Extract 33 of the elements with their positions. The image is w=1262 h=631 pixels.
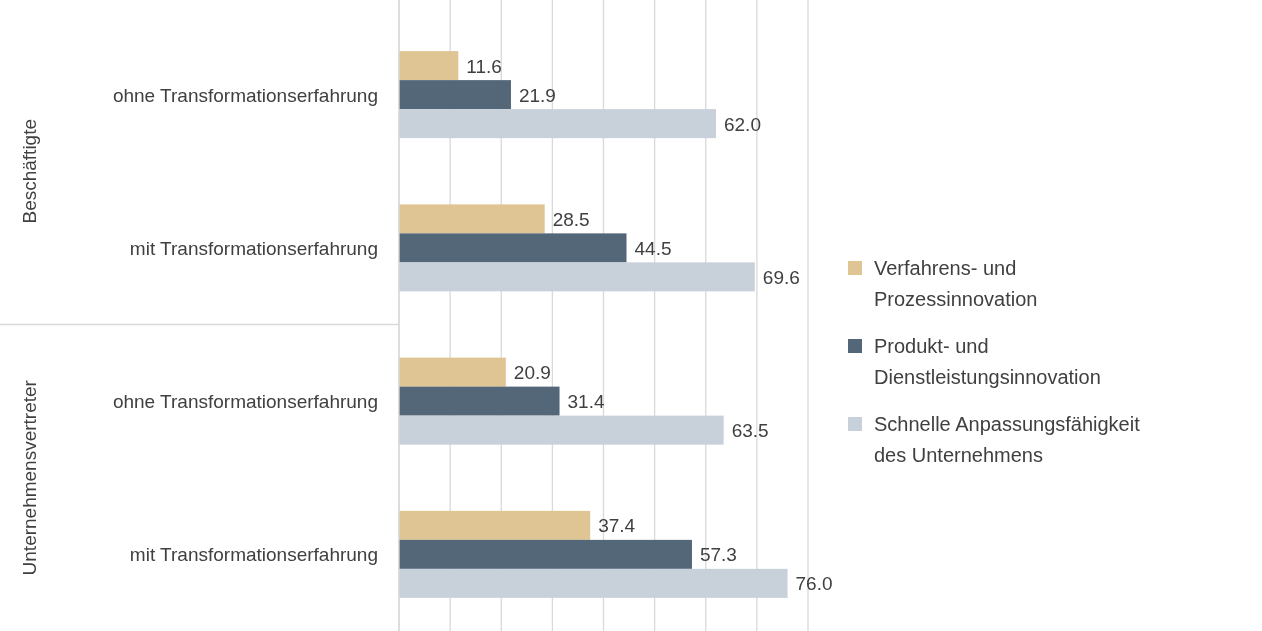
y-tick-label: mit Transformationserfahrung	[129, 544, 378, 566]
legend-label: Schnelle Anpassungsfähigkeit des Unternehmens	[874, 413, 1141, 466]
bar	[399, 357, 506, 387]
data-label: 76.0	[795, 573, 833, 595]
bar	[399, 386, 560, 416]
data-label: 37.4	[598, 515, 636, 537]
data-label: 44.5	[634, 237, 672, 259]
bar	[399, 415, 724, 445]
data-label: 69.6	[762, 266, 800, 288]
bar	[399, 80, 511, 110]
bar	[399, 539, 692, 569]
data-label: 28.5	[552, 208, 590, 230]
legend-label: Verfahrens- und Prozessinnovation	[874, 257, 1038, 310]
y-tick-label: ohne Transformationserfahrung	[112, 84, 378, 106]
bar	[399, 510, 591, 540]
data-label: 21.9	[518, 84, 556, 106]
bar	[399, 233, 627, 263]
bar	[399, 568, 788, 598]
data-label: 20.9	[513, 362, 551, 384]
bar	[399, 204, 545, 234]
data-label: 11.6	[466, 55, 502, 77]
text: Unternehmensvertreter	[19, 379, 40, 576]
y-tick-label: mit Transformationserfahrung	[129, 237, 378, 259]
data-label: 62.0	[723, 113, 761, 135]
bar	[399, 262, 755, 292]
text: Beschäftigte	[19, 118, 40, 224]
data-label: 57.3	[699, 544, 737, 566]
data-label: 63.5	[731, 420, 769, 442]
legend-label: Produkt- und Dienstleistungsinnovation	[874, 335, 1101, 388]
bar	[399, 109, 716, 139]
data-label: 31.4	[567, 391, 605, 413]
bar	[399, 51, 459, 81]
y-tick-label: ohne Transformationserfahrung	[112, 391, 378, 413]
